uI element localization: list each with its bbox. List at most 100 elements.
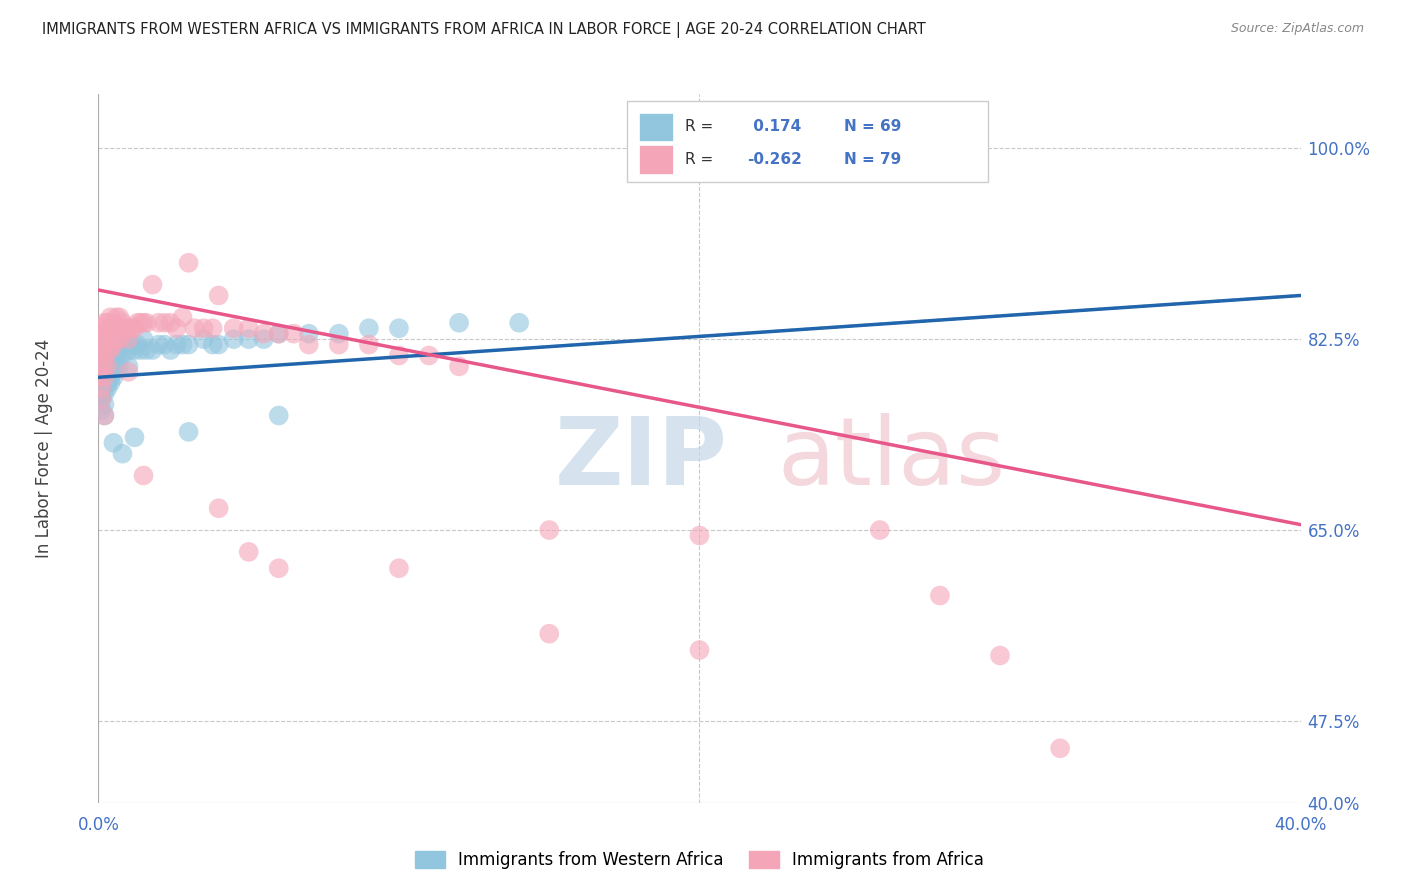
- Point: [93, 316, 115, 330]
- Point: [869, 523, 891, 537]
- Point: [177, 256, 200, 270]
- Point: [100, 343, 122, 357]
- Point: [90, 403, 112, 417]
- Point: [100, 321, 122, 335]
- Point: [193, 321, 215, 335]
- Point: [132, 316, 155, 330]
- Text: R =: R =: [685, 152, 713, 167]
- Point: [238, 545, 260, 559]
- Text: R =: R =: [685, 120, 713, 135]
- Point: [238, 321, 260, 335]
- Point: [328, 337, 350, 351]
- Point: [108, 359, 131, 374]
- Point: [105, 310, 128, 325]
- Point: [100, 359, 122, 374]
- Point: [111, 349, 134, 363]
- Point: [129, 343, 152, 357]
- Point: [201, 337, 224, 351]
- Point: [93, 359, 115, 374]
- Point: [93, 326, 115, 341]
- Point: [124, 321, 146, 335]
- Point: [111, 316, 134, 330]
- Point: [96, 359, 118, 374]
- Point: [267, 561, 290, 575]
- Point: [183, 321, 205, 335]
- Point: [96, 332, 118, 346]
- Point: [193, 332, 215, 346]
- Point: [100, 349, 122, 363]
- Point: [90, 392, 112, 406]
- Point: [121, 321, 143, 335]
- Point: [267, 409, 290, 423]
- Point: [96, 381, 118, 395]
- Bar: [640, 145, 673, 174]
- Point: [177, 425, 200, 439]
- Point: [148, 337, 170, 351]
- Text: 0.0%: 0.0%: [77, 816, 120, 834]
- Point: [93, 337, 115, 351]
- Point: [538, 626, 561, 640]
- Point: [159, 316, 181, 330]
- Point: [90, 359, 112, 374]
- Point: [135, 343, 157, 357]
- Point: [508, 316, 530, 330]
- Point: [172, 337, 194, 351]
- Text: Source: ZipAtlas.com: Source: ZipAtlas.com: [1230, 22, 1364, 36]
- Point: [90, 343, 112, 357]
- Point: [96, 316, 118, 330]
- Point: [208, 337, 231, 351]
- Point: [90, 321, 112, 335]
- Point: [222, 321, 245, 335]
- Point: [96, 326, 118, 341]
- Point: [114, 337, 136, 351]
- Point: [103, 435, 125, 450]
- Point: [96, 376, 118, 390]
- Point: [238, 332, 260, 346]
- Point: [121, 337, 143, 351]
- Point: [418, 349, 440, 363]
- Point: [93, 376, 115, 390]
- Point: [222, 332, 245, 346]
- Point: [388, 349, 411, 363]
- Text: 40.0%: 40.0%: [1274, 816, 1327, 834]
- Text: In Labor Force | Age 20-24: In Labor Force | Age 20-24: [35, 339, 53, 558]
- Point: [159, 343, 181, 357]
- Point: [298, 337, 321, 351]
- Point: [105, 321, 128, 335]
- Point: [141, 277, 163, 292]
- Text: N = 69: N = 69: [844, 120, 901, 135]
- Point: [447, 359, 470, 374]
- Point: [90, 359, 112, 374]
- Point: [105, 349, 128, 363]
- Point: [298, 326, 321, 341]
- Point: [105, 332, 128, 346]
- Point: [135, 316, 157, 330]
- Point: [103, 316, 125, 330]
- Point: [108, 343, 131, 357]
- Point: [111, 326, 134, 341]
- Point: [93, 337, 115, 351]
- Point: [103, 349, 125, 363]
- Point: [148, 316, 170, 330]
- Text: 0.174: 0.174: [748, 120, 801, 135]
- Point: [93, 370, 115, 384]
- Text: atlas: atlas: [778, 413, 1005, 505]
- Bar: [640, 112, 673, 141]
- Text: -0.262: -0.262: [748, 152, 803, 167]
- Point: [93, 386, 115, 401]
- Point: [153, 337, 176, 351]
- Point: [253, 326, 276, 341]
- Point: [111, 337, 134, 351]
- Point: [208, 501, 231, 516]
- Point: [127, 337, 149, 351]
- Point: [93, 398, 115, 412]
- Point: [111, 447, 134, 461]
- Point: [538, 523, 561, 537]
- Point: [93, 359, 115, 374]
- Point: [90, 381, 112, 395]
- Point: [447, 316, 470, 330]
- Point: [141, 343, 163, 357]
- Point: [108, 332, 131, 346]
- Point: [689, 528, 711, 542]
- Point: [100, 343, 122, 357]
